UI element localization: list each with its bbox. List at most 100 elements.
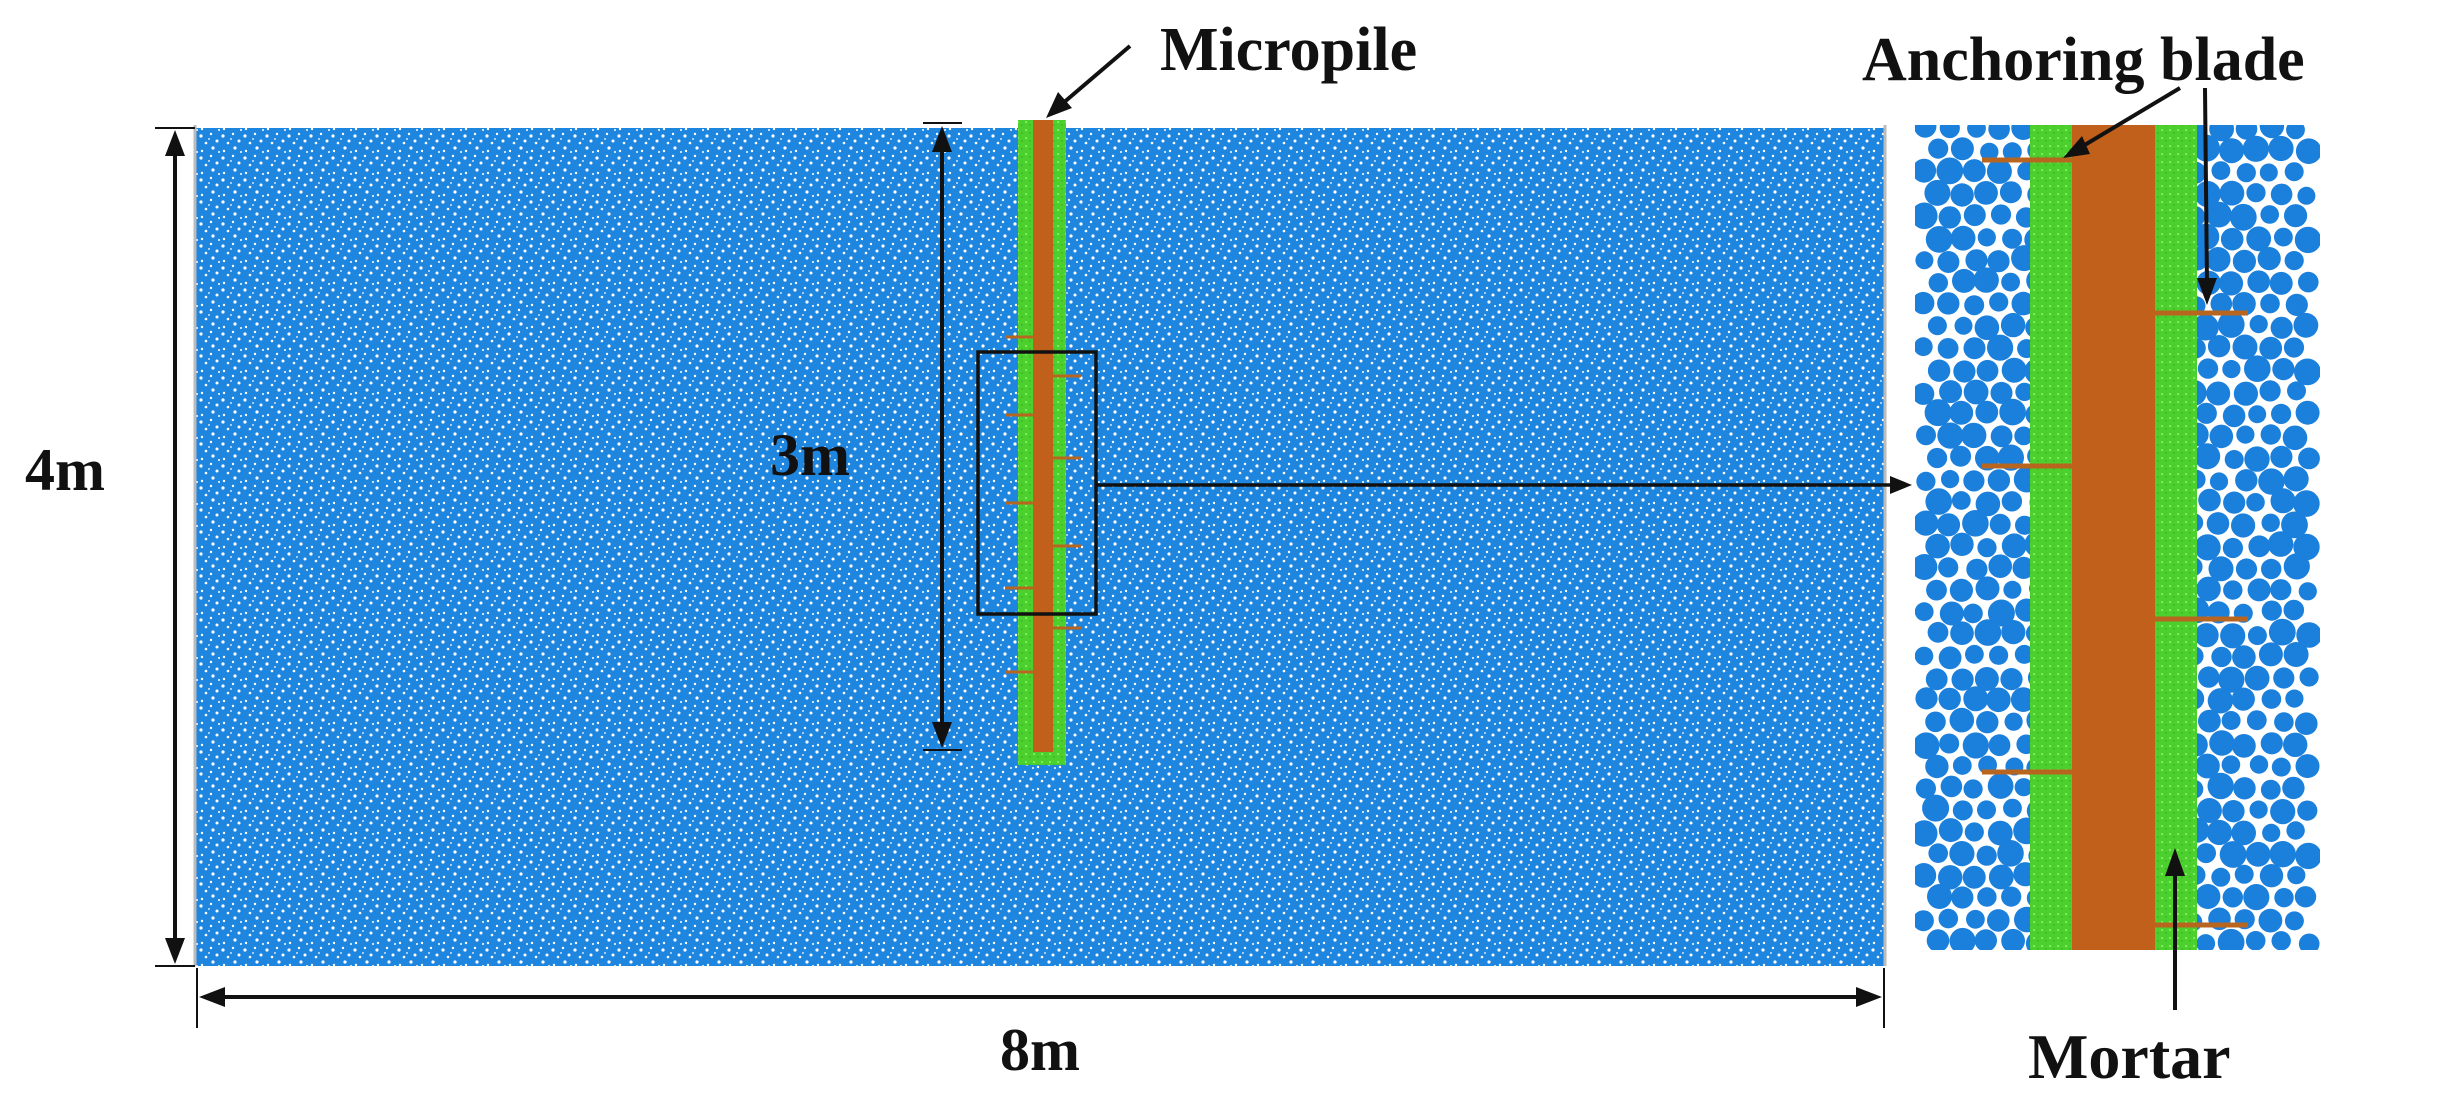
- soil-particle: [1966, 558, 1988, 580]
- soil-particle: [1938, 557, 1959, 578]
- soil-particle: [2294, 886, 2317, 908]
- soil-particle: [2001, 272, 2020, 292]
- soil-particle: [1953, 360, 1976, 383]
- soil-particle: [1986, 687, 2011, 713]
- soil-particle: [1927, 359, 1951, 382]
- soil-particle: [2015, 382, 2034, 402]
- soil-particle: [2231, 513, 2256, 538]
- soil-particle: [2260, 732, 2283, 755]
- soil-particle: [2269, 271, 2293, 295]
- soil-particle: [2284, 911, 2304, 931]
- height-dimension: [155, 127, 195, 967]
- soil-particle: [1926, 929, 1950, 950]
- soil-particle: [2242, 135, 2269, 162]
- soil-particle: [2196, 576, 2221, 602]
- soil-particle: [1967, 125, 1986, 138]
- soil-particle: [1915, 820, 1938, 847]
- soil-particle: [2001, 533, 2027, 559]
- soil-particle: [2206, 512, 2230, 535]
- soil-particle: [1962, 865, 1986, 889]
- soil-particle: [2002, 228, 2023, 249]
- soil-particle: [2210, 292, 2233, 315]
- pile-length-label: 3m: [770, 422, 850, 488]
- soil-particle: [1951, 491, 1971, 510]
- soil-particle: [1924, 399, 1952, 427]
- soil-particle: [2269, 841, 2296, 868]
- soil-particle: [1987, 334, 2014, 361]
- soil-particle: [2286, 125, 2305, 140]
- soil-particle: [2248, 535, 2271, 558]
- soil-particle: [2194, 443, 2221, 470]
- soil-particle: [2286, 821, 2305, 840]
- soil-particle: [1925, 754, 1949, 779]
- soil-particle: [2229, 203, 2257, 231]
- soil-particle: [1925, 533, 1950, 559]
- soil-particle: [1938, 818, 1963, 843]
- soil-particle: [2001, 928, 2025, 950]
- soil-particle: [1949, 707, 1975, 733]
- soil-particle: [2285, 293, 2308, 316]
- soil-particle: [2194, 534, 2221, 561]
- soil-particle: [2209, 472, 2229, 491]
- soil-particle: [2208, 556, 2234, 582]
- soil-particle: [1986, 158, 2012, 184]
- soil-particle: [2196, 934, 2216, 950]
- soil-particle: [2261, 513, 2280, 532]
- soil-particle: [1989, 645, 2009, 665]
- soil-particle: [2192, 314, 2219, 341]
- soil-particle: [2234, 864, 2254, 884]
- soil-particle: [2195, 402, 2217, 424]
- soil-particle: [1937, 338, 1959, 359]
- soil-particle: [2207, 335, 2231, 358]
- soil-particle: [1975, 400, 1999, 424]
- soil-particle: [2246, 493, 2265, 512]
- soil-particle: [2246, 226, 2272, 252]
- soil-particle: [1949, 578, 1973, 602]
- soil-particle: [1924, 179, 1951, 206]
- soil-particle: [2246, 710, 2267, 731]
- mortar-label: Mortar: [2028, 1021, 2231, 1092]
- soil-particle: [1954, 316, 1973, 335]
- soil-particle: [1915, 910, 1934, 932]
- soil-particle: [2298, 447, 2320, 470]
- soil-particle: [2249, 800, 2268, 819]
- soil-particle: [2284, 251, 2304, 271]
- soil-particle: [1977, 228, 1996, 247]
- width-label: 8m: [1000, 1017, 1080, 1083]
- soil-particle: [2295, 400, 2320, 425]
- soil-particle: [1963, 379, 1989, 405]
- soil-particle: [2011, 291, 2036, 316]
- soil-particle: [1964, 295, 1985, 316]
- soil-particle: [1965, 249, 1988, 272]
- soil-particle: [1915, 125, 1937, 138]
- soil-particle: [1974, 667, 1999, 691]
- soil-particle: [2236, 425, 2255, 444]
- soil-particle: [2010, 687, 2036, 712]
- soil-particle: [2295, 712, 2318, 735]
- soil-particle: [2232, 645, 2256, 669]
- soil-particle: [2198, 488, 2221, 512]
- soil-particle: [2260, 205, 2279, 224]
- soil-particle: [2223, 491, 2246, 514]
- height-label: 4m: [25, 437, 105, 503]
- soil-particle: [2207, 688, 2234, 714]
- soil-particle: [2283, 642, 2309, 667]
- soil-particle: [2272, 358, 2295, 381]
- soil-particle: [2206, 381, 2231, 406]
- soil-particle: [1927, 621, 1949, 643]
- mortar-leader: [2165, 848, 2185, 1010]
- soil-particle: [2219, 138, 2245, 164]
- soil-particle: [1950, 183, 1974, 207]
- soil-particle: [2258, 642, 2283, 667]
- soil-particle: [1963, 470, 1985, 492]
- width-dimension: [196, 968, 1885, 1028]
- soil-particle: [1915, 251, 1934, 270]
- soil-particle: [1916, 471, 1936, 491]
- soil-particle: [2217, 928, 2245, 950]
- soil-particle: [2231, 687, 2255, 711]
- soil-particle: [1941, 470, 1960, 489]
- soil-particle: [1938, 646, 1962, 670]
- soil-particle: [1977, 887, 1997, 907]
- soil-particle: [1950, 532, 1974, 556]
- soil-particle: [2001, 357, 2027, 383]
